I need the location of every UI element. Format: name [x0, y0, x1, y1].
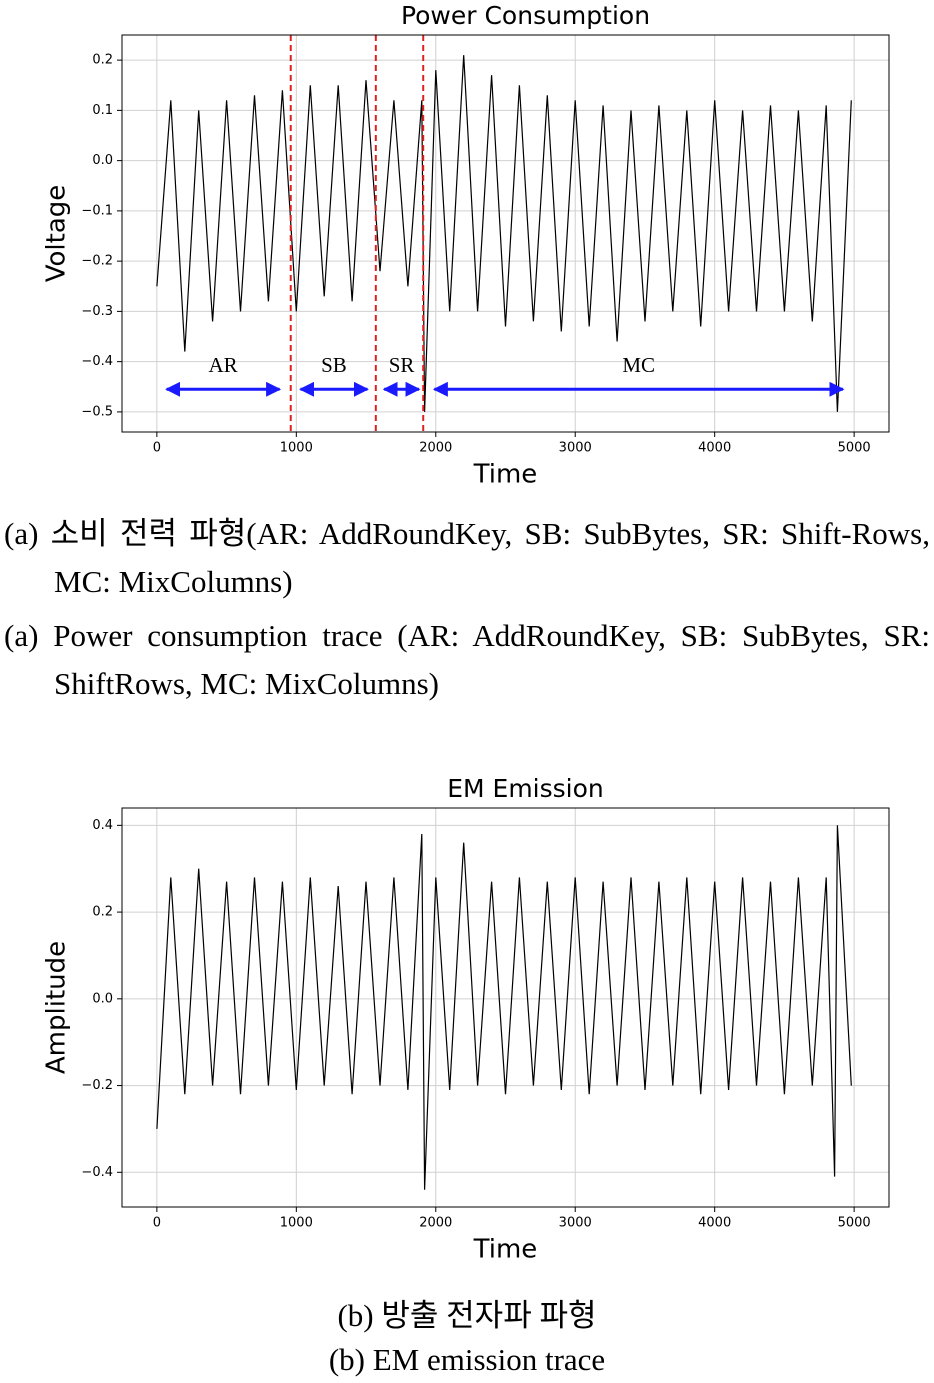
x-tick-label: 5000 [838, 441, 871, 456]
caption: (a) Power consumption trace (AR: AddRoun… [4, 618, 930, 701]
caption: (a) 소비 전력 파형(AR: AddRoundKey, SB: SubByt… [4, 516, 930, 599]
span-label: SB [321, 353, 347, 377]
x-tick-label: 3000 [559, 1216, 592, 1231]
y-tick-label: −0.5 [81, 404, 113, 419]
y-tick-label: −0.4 [81, 1165, 113, 1180]
x-axis-label: Time [473, 1235, 538, 1265]
x-tick-label: 3000 [559, 441, 592, 456]
y-tick-label: 0.2 [92, 53, 113, 68]
x-tick-label: 5000 [838, 1216, 871, 1231]
y-tick-label: −0.3 [81, 304, 113, 319]
x-tick-label: 2000 [419, 1216, 452, 1231]
y-tick-label: −0.1 [81, 203, 113, 218]
x-tick-label: 1000 [280, 441, 313, 456]
y-tick-label: −0.2 [81, 1078, 113, 1093]
x-tick-label: 4000 [698, 1216, 731, 1231]
span-label: MC [622, 353, 655, 377]
caption: (b) 방출 전자파 파형 [337, 1298, 597, 1333]
y-tick-label: −0.2 [81, 254, 113, 269]
y-axis-label: Voltage [42, 185, 72, 283]
span-label: AR [209, 353, 238, 377]
caption: (b) EM emission trace [328, 1342, 606, 1377]
y-tick-label: 0.2 [92, 905, 113, 920]
trace [156, 825, 852, 1190]
plot-frame [121, 807, 890, 1208]
x-tick-label: 0 [153, 441, 161, 456]
x-axis-label: Time [473, 460, 538, 490]
y-tick-label: 0.0 [92, 991, 113, 1006]
x-tick-label: 2000 [419, 441, 452, 456]
y-tick-label: 0.0 [92, 153, 113, 168]
x-tick-label: 4000 [698, 441, 731, 456]
y-tick-label: −0.4 [81, 354, 113, 369]
span-label: SR [389, 353, 415, 377]
y-axis-label: Amplitude [42, 941, 72, 1074]
x-tick-label: 1000 [280, 1216, 313, 1231]
y-tick-label: 0.4 [92, 818, 113, 833]
plot-frame [121, 34, 890, 433]
chart-title: Power Consumption [401, 1, 650, 30]
x-tick-label: 0 [153, 1216, 161, 1231]
trace [156, 55, 852, 412]
y-tick-label: 0.1 [92, 103, 113, 118]
chart-title: EM Emission [447, 774, 604, 803]
